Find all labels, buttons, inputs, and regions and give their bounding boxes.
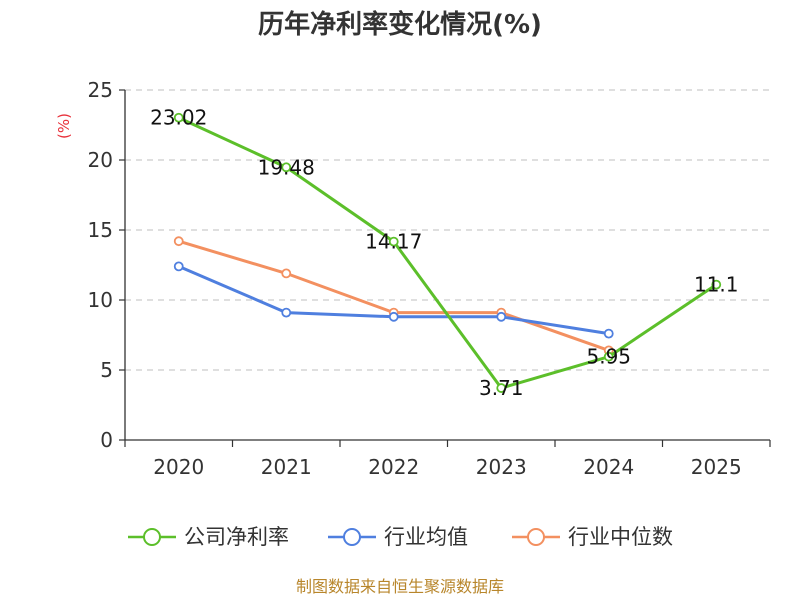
grid-lines	[125, 89, 770, 371]
legend-marker-icon	[343, 528, 361, 546]
series-line	[178, 239, 610, 352]
source-note: 制图数据来自恒生聚源数据库	[296, 577, 504, 596]
data-point[interactable]	[281, 268, 292, 279]
x-tick-label: 2024	[583, 455, 634, 479]
series-line	[178, 116, 718, 390]
data-label: 3.71	[479, 376, 524, 400]
x-tick-label: 2023	[476, 455, 527, 479]
chart-title: 历年净利率变化情况(%)	[258, 9, 542, 40]
data-point[interactable]	[281, 307, 292, 318]
data-labels: 23.02 19.48 14.17 3.71 5.95 11.1	[150, 106, 738, 400]
data-point[interactable]	[388, 236, 399, 247]
legend-marker-icon	[143, 528, 161, 546]
y-tick-label: 20	[88, 148, 113, 172]
data-point[interactable]	[496, 311, 507, 322]
data-label: 5.95	[586, 345, 631, 369]
legend-label: 公司净利率	[184, 525, 289, 549]
y-tick-label: 10	[88, 288, 113, 312]
data-label: 14.17	[365, 230, 422, 254]
x-tick-label: 2022	[368, 455, 419, 479]
data-point[interactable]	[711, 279, 722, 290]
legend-label: 行业均值	[384, 525, 468, 549]
y-axis-label: (%)	[55, 113, 73, 139]
legend-marker-icon	[527, 528, 545, 546]
data-point[interactable]	[603, 328, 614, 339]
data-point[interactable]	[496, 383, 507, 393]
legend-item[interactable]: 公司净利率	[128, 525, 289, 549]
data-label: 11.1	[694, 273, 739, 297]
legend-label: 行业中位数	[568, 525, 673, 549]
data-label: 19.48	[258, 155, 315, 179]
x-tick-label: 2021	[261, 455, 312, 479]
data-point[interactable]	[603, 351, 614, 362]
legend-item[interactable]: 行业均值	[328, 525, 468, 549]
x-tick-label: 2025	[691, 455, 742, 479]
legend-item[interactable]: 行业中位数	[512, 525, 673, 549]
y-tick-label: 0	[100, 428, 113, 452]
y-tick-label: 15	[88, 218, 113, 242]
legend[interactable]: 公司净利率 行业均值 行业中位数	[128, 525, 673, 549]
y-tick-label: 25	[88, 78, 113, 102]
data-point[interactable]	[173, 261, 184, 272]
data-point[interactable]	[281, 162, 292, 173]
x-tick-label: 2020	[153, 455, 204, 479]
data-point[interactable]	[173, 236, 184, 247]
data-point[interactable]	[173, 112, 184, 123]
y-tick-label: 5	[100, 358, 113, 382]
series-lines	[173, 112, 722, 393]
data-point[interactable]	[388, 311, 399, 322]
data-label: 23.02	[150, 106, 207, 130]
